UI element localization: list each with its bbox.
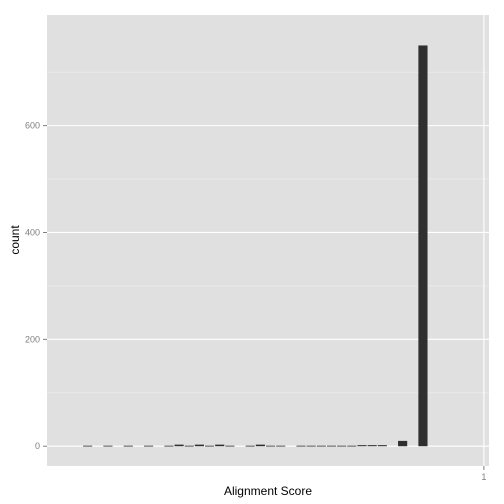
x-tick-label: 1 [481, 472, 486, 482]
histogram-bar [83, 445, 93, 447]
histogram-bar [255, 444, 265, 447]
histogram-bar [347, 445, 357, 447]
histogram-bar [205, 445, 215, 447]
histogram-bar [306, 445, 316, 447]
histogram-bar [418, 45, 428, 447]
histogram-bar [245, 445, 255, 447]
minor-gridlines [47, 71, 489, 394]
x-axis-ticks: 1 [481, 466, 486, 482]
histogram-bar [367, 445, 377, 447]
histogram-bar [184, 445, 194, 447]
histogram-bar [296, 445, 306, 447]
histogram-bar [103, 445, 113, 447]
histogram-bar [225, 445, 235, 447]
x-axis-title: Alignment Score [224, 484, 312, 498]
histogram-bar [215, 444, 225, 447]
histogram-bar [377, 445, 387, 447]
histogram-bar [174, 444, 184, 447]
y-axis-ticks: 0 200 400 600 [25, 121, 47, 451]
histogram-bar [265, 445, 276, 447]
histogram-bar [164, 445, 174, 447]
plot-panel [47, 15, 489, 466]
y-tick-label: 200 [25, 334, 40, 344]
histogram-bar [123, 445, 133, 447]
y-tick-label: 0 [35, 441, 40, 451]
histogram-bar [144, 445, 154, 447]
histogram-bar [326, 445, 337, 447]
y-tick-label: 400 [25, 227, 40, 237]
y-tick-label: 600 [25, 121, 40, 131]
histogram-bar [194, 444, 204, 447]
major-gridlines [47, 15, 489, 466]
histogram-bar [357, 445, 367, 447]
y-axis-title: count [8, 225, 22, 255]
histogram-bars [83, 45, 428, 447]
histogram-bar [337, 445, 347, 447]
histogram-bar [316, 445, 326, 447]
histogram-bar [276, 445, 286, 447]
histogram-bar [398, 440, 408, 447]
